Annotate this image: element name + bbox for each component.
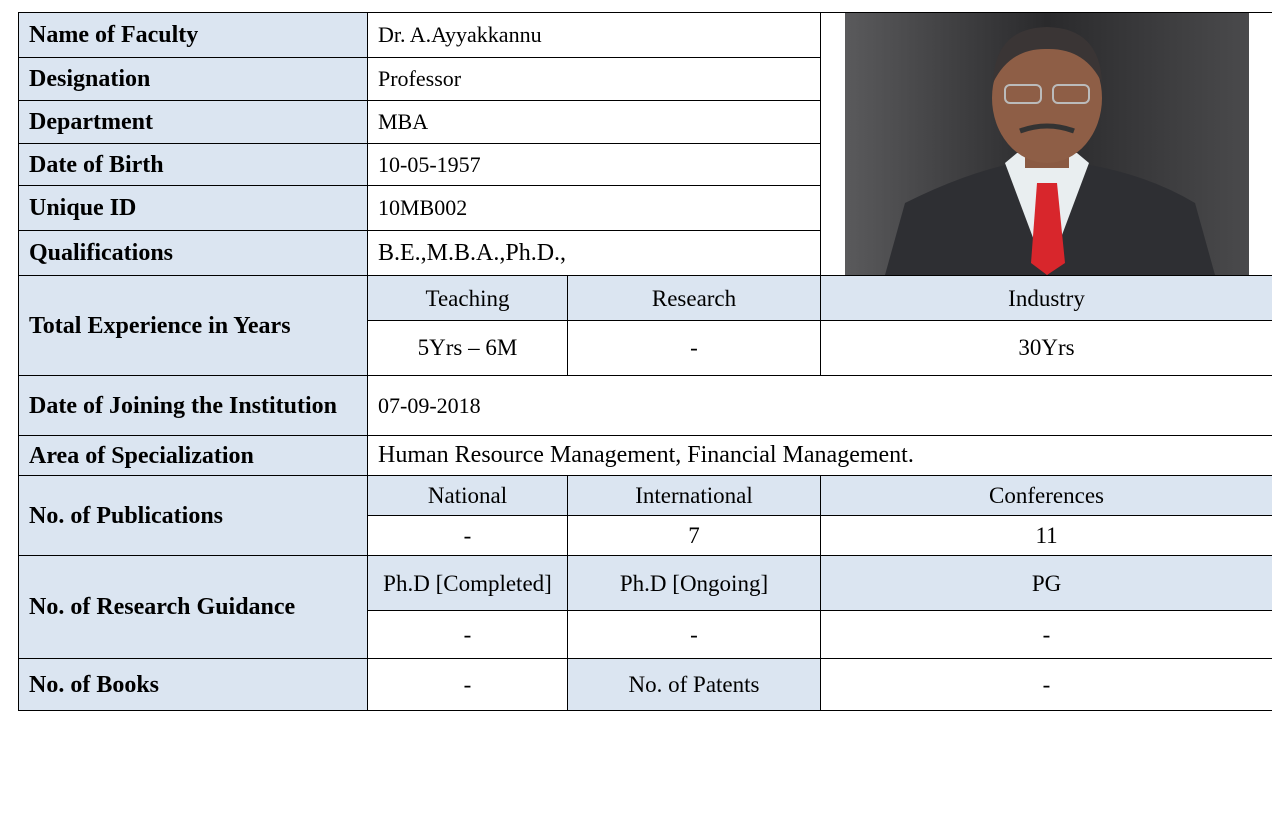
header: Ph.D [Completed]	[367, 555, 568, 611]
header: Conferences	[820, 475, 1272, 516]
value: B.E.,M.B.A.,Ph.D.,	[366, 230, 822, 276]
label: Area of Specialization	[18, 435, 368, 476]
value: -	[820, 610, 1272, 659]
label: Name of Faculty	[18, 12, 368, 58]
row: Designation Professor	[18, 57, 1272, 101]
value: 10-05-1957	[366, 143, 822, 186]
value: -	[566, 610, 822, 659]
label: No. of Publications	[18, 475, 368, 556]
header: PG	[820, 555, 1272, 611]
value: -	[367, 515, 568, 556]
label: Date of Joining the Institution	[18, 375, 368, 436]
value: Dr. A.Ayyakkannu	[366, 12, 822, 58]
row: 5Yrs – 6M - 30Yrs	[19, 320, 1272, 376]
value: Professor	[366, 57, 822, 101]
value: 5Yrs – 6M	[367, 320, 568, 376]
header: Industry	[820, 275, 1272, 321]
header: International	[566, 475, 822, 516]
row: Area of Specialization Human Resource Ma…	[18, 435, 1272, 476]
label: Date of Birth	[18, 143, 368, 186]
label: No. of Books	[18, 658, 368, 711]
label: No. of Patents	[566, 658, 822, 711]
row: Qualifications B.E.,M.B.A.,Ph.D.,	[18, 230, 1272, 276]
row: Department MBA	[18, 100, 1272, 144]
row: Total Experience in Years Teaching Resea…	[18, 275, 1272, 376]
value: 07-09-2018	[366, 375, 1272, 436]
value: 10MB002	[366, 185, 822, 231]
row: Date of Birth 10-05-1957	[18, 143, 1272, 186]
label: Unique ID	[18, 185, 368, 231]
label: No. of Research Guidance	[18, 555, 368, 659]
header: National	[367, 475, 568, 516]
value: 7	[566, 515, 822, 556]
value: -	[820, 658, 1272, 711]
value: 11	[820, 515, 1272, 556]
value: -	[367, 658, 568, 711]
value: -	[566, 320, 822, 376]
photo-cell	[820, 12, 1272, 276]
header: Teaching	[367, 275, 568, 321]
value: Human Resource Management, Financial Man…	[366, 435, 1272, 476]
label: Total Experience in Years	[18, 275, 368, 376]
label: Designation	[18, 57, 368, 101]
value: 30Yrs	[820, 320, 1272, 376]
value: -	[367, 610, 568, 659]
faculty-profile-table: Name of Faculty Dr. A.Ayyakkannu Designa…	[18, 12, 1272, 711]
label: Department	[18, 100, 368, 144]
row: No. of Research Guidance Ph.D [Completed…	[18, 555, 1272, 659]
header: Research	[566, 275, 822, 321]
faculty-photo	[844, 13, 1249, 275]
row: Date of Joining the Institution 07-09-20…	[18, 375, 1272, 436]
value: MBA	[366, 100, 822, 144]
row: No. of Books - No. of Patents -	[18, 658, 1272, 711]
label: Qualifications	[18, 230, 368, 276]
header: Ph.D [Ongoing]	[566, 555, 822, 611]
row: No. of Publications National Internation…	[18, 475, 1272, 556]
row: Name of Faculty Dr. A.Ayyakkannu	[18, 12, 1272, 276]
